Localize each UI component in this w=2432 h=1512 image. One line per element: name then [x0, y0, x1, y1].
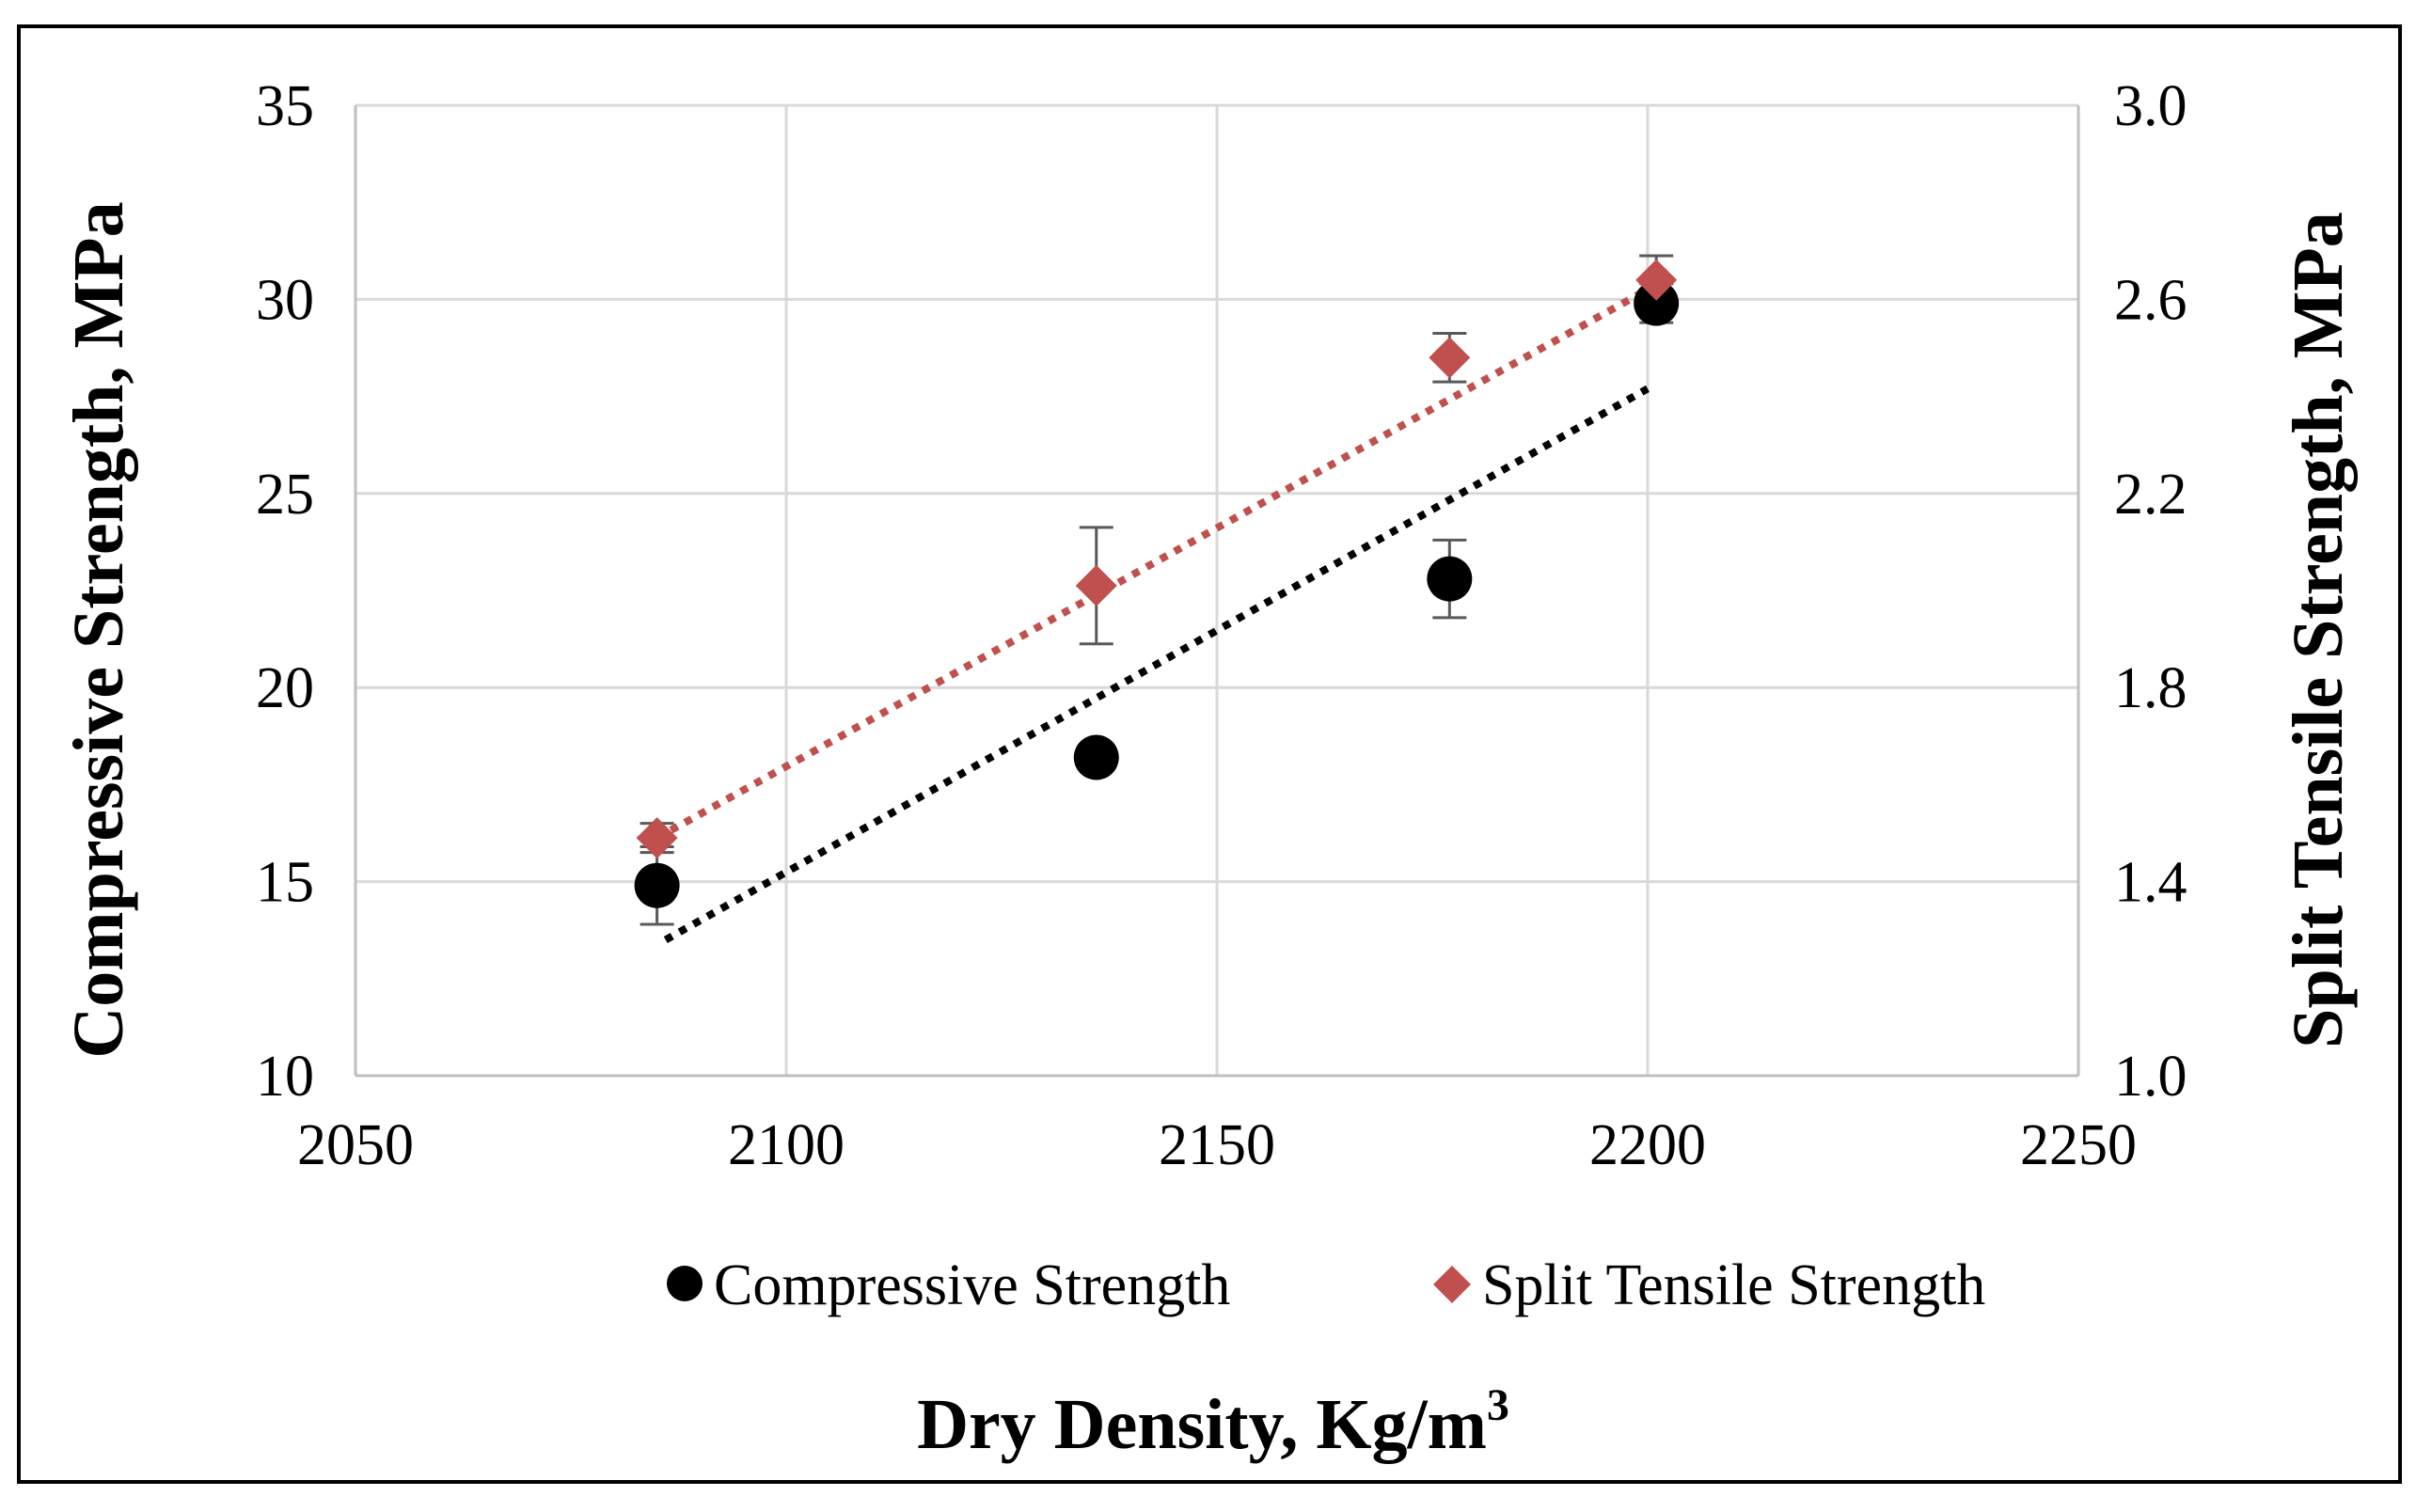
y-left-tick-label: 35	[256, 74, 314, 138]
y-axis-right-title: Split Tensile Strength, MPa	[2279, 212, 2358, 1048]
y-left-tick-label: 25	[256, 463, 314, 527]
grid-layer	[354, 103, 2080, 1076]
chart-frame: 10 15 20 25 30 35 1.0 1.4 1.8 2.2 2.6 3.0 2050 2100 21…	[17, 24, 2402, 1484]
y-right-tick-label: 3.0	[2114, 74, 2187, 138]
y-right-tick-label: 2.6	[2114, 268, 2187, 332]
y-right-tick-label: 2.2	[2114, 463, 2187, 527]
legend: Compressive Strength Split Tensile Stren…	[667, 1253, 1985, 1317]
x-axis-title: Dry Density, Kg/m3	[917, 1380, 1509, 1464]
trend-layer	[655, 281, 1659, 944]
y-left-tick-label: 10	[256, 1045, 314, 1109]
x-tick-label: 2200	[1589, 1113, 1706, 1177]
data-point-compressive	[1427, 556, 1473, 602]
y-left-tick-label: 15	[256, 851, 314, 915]
tick-layer: 10 15 20 25 30 35 1.0 1.4 1.8 2.2 2.6 3.0 2050 2100 21…	[256, 74, 2187, 1177]
data-point-compressive	[1073, 734, 1119, 780]
error-layer	[640, 254, 1674, 926]
data-point-compressive	[634, 862, 680, 908]
data-point-split-tensile	[1075, 564, 1117, 606]
chart-svg: 10 15 20 25 30 35 1.0 1.4 1.8 2.2 2.6 3.0 2050 2100 21…	[59, 74, 2358, 1464]
axis-layer	[354, 105, 2080, 1078]
y-left-tick-label: 30	[256, 268, 314, 332]
y-right-tick-label: 1.0	[2114, 1045, 2187, 1109]
marker-layer	[634, 259, 1680, 908]
x-axis-title-superscript: 3	[1487, 1380, 1509, 1430]
y-left-tick-label: 20	[256, 656, 314, 720]
y-axis-left-title: Compressive Strength, MPa	[59, 201, 138, 1058]
trendline-split-tensile	[655, 281, 1659, 842]
x-tick-label: 2250	[2020, 1113, 2137, 1177]
legend-label-split-tensile: Split Tensile Strength	[1482, 1253, 1985, 1317]
legend-label-compressive: Compressive Strength	[714, 1253, 1230, 1317]
data-point-compressive	[1634, 280, 1680, 326]
data-point-split-tensile	[1429, 337, 1471, 379]
data-point-split-tensile	[1635, 259, 1678, 301]
trendline-compressive	[663, 385, 1650, 944]
x-tick-label: 2050	[297, 1113, 414, 1177]
y-right-tick-label: 1.4	[2114, 851, 2187, 915]
x-axis-title-main: Dry Density, Kg/m	[917, 1385, 1487, 1464]
legend-marker-split-tensile	[1433, 1266, 1471, 1303]
data-point-split-tensile	[636, 817, 678, 859]
legend-marker-compressive	[667, 1266, 703, 1301]
x-tick-label: 2100	[728, 1113, 845, 1177]
y-right-tick-label: 1.8	[2114, 656, 2187, 720]
x-tick-label: 2150	[1159, 1113, 1275, 1177]
